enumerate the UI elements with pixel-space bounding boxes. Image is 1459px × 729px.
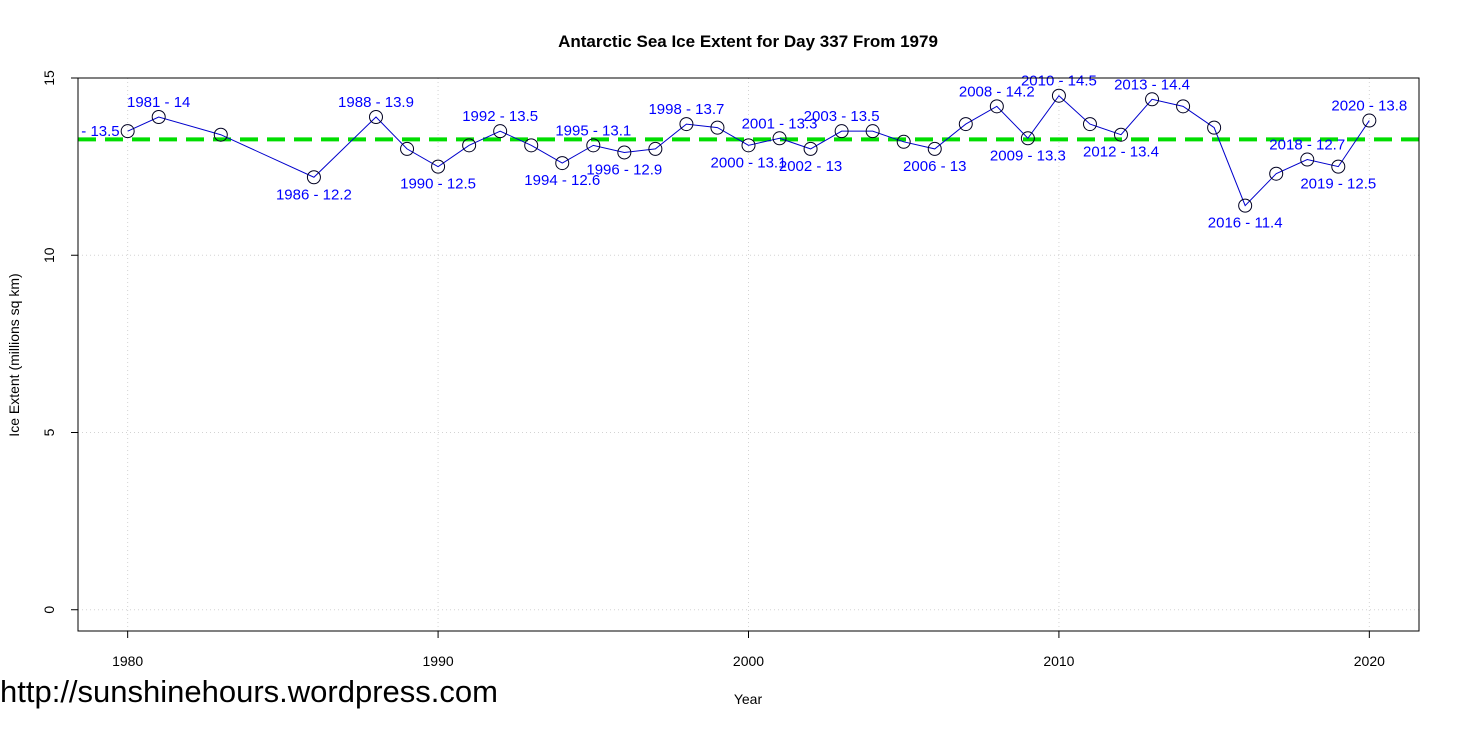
data-point bbox=[493, 124, 508, 139]
point-label: 2006 - 13 bbox=[903, 158, 966, 175]
y-tick-label: 10 bbox=[41, 247, 57, 263]
point-label: 1981 - 14 bbox=[127, 94, 190, 111]
data-point bbox=[958, 117, 973, 132]
point-label: 2000 - 13.1 bbox=[711, 154, 787, 171]
data-point bbox=[151, 109, 166, 124]
data-point bbox=[431, 159, 446, 174]
x-tick-label: 2010 bbox=[1043, 653, 1074, 669]
y-tick-label: 5 bbox=[41, 428, 57, 436]
data-point bbox=[927, 141, 942, 156]
point-label: 2020 - 13.8 bbox=[1331, 98, 1407, 115]
point-label: 1996 - 12.9 bbox=[586, 161, 662, 178]
data-point bbox=[369, 109, 383, 124]
point-label: 2003 - 13.5 bbox=[804, 108, 880, 125]
axes: 1980 1990 2000 2010 2020 0 5 10 15 bbox=[41, 70, 1385, 669]
data-point bbox=[1051, 88, 1066, 103]
point-label: 2016 - 11.4 bbox=[1208, 215, 1283, 232]
data-point bbox=[1331, 159, 1346, 174]
data-point bbox=[1238, 198, 1253, 213]
point-label: 1998 - 13.7 bbox=[648, 101, 724, 118]
y-tick-label: 0 bbox=[41, 606, 57, 614]
data-point bbox=[306, 170, 321, 185]
data-point bbox=[524, 138, 539, 153]
point-label: 1988 - 13.9 bbox=[338, 94, 414, 111]
data-point bbox=[648, 141, 663, 156]
data-point bbox=[834, 124, 849, 139]
x-tick-label: 2000 bbox=[733, 653, 764, 669]
series-line bbox=[127, 94, 1370, 207]
data-point bbox=[772, 131, 787, 146]
data-point bbox=[1362, 113, 1377, 128]
data-point bbox=[803, 141, 818, 156]
data-point bbox=[213, 127, 228, 142]
data-point bbox=[1145, 92, 1160, 107]
data-point bbox=[1207, 120, 1222, 135]
watermark-url: http://sunshinehours.wordpress.com bbox=[0, 674, 498, 709]
data-point bbox=[1300, 152, 1315, 167]
x-axis-label: Year bbox=[734, 691, 763, 707]
series-line-layer bbox=[127, 94, 1370, 207]
point-label: - 13.5 bbox=[81, 123, 119, 140]
data-point bbox=[1269, 166, 1284, 181]
point-label: 2012 - 13.4 bbox=[1083, 144, 1159, 161]
point-label: 2001 - 13.3 bbox=[742, 115, 818, 132]
point-label: 2013 - 14.4 bbox=[1114, 76, 1190, 93]
data-point bbox=[400, 141, 415, 156]
chart-title: Antarctic Sea Ice Extent for Day 337 Fro… bbox=[558, 32, 938, 51]
point-label: 2002 - 13 bbox=[779, 158, 842, 175]
point-labels: - 13.5 1981 - 14 1986 - 12.2 1988 - 13.9 199… bbox=[81, 73, 1407, 232]
data-point bbox=[710, 120, 725, 135]
data-point bbox=[1176, 99, 1191, 114]
point-label: 1992 - 13.5 bbox=[462, 108, 538, 125]
data-points bbox=[120, 88, 1377, 213]
data-point bbox=[896, 134, 911, 149]
point-label: 2009 - 13.3 bbox=[990, 147, 1066, 164]
x-tick-label: 1980 bbox=[112, 653, 143, 669]
point-label: 1995 - 13.1 bbox=[555, 122, 631, 139]
grid bbox=[78, 77, 1419, 631]
point-label: 2019 - 12.5 bbox=[1300, 176, 1376, 193]
point-label: 1994 - 12.6 bbox=[524, 172, 600, 189]
point-label: 1986 - 12.2 bbox=[276, 186, 352, 203]
x-tick-label: 1990 bbox=[423, 653, 454, 669]
data-point bbox=[617, 145, 632, 160]
data-point bbox=[462, 138, 477, 153]
point-label: 2010 - 14.5 bbox=[1021, 73, 1097, 90]
point-label: 1990 - 12.5 bbox=[400, 176, 476, 193]
data-point bbox=[586, 138, 601, 153]
data-point bbox=[1114, 127, 1128, 142]
x-tick-label: 2020 bbox=[1354, 653, 1385, 669]
data-point bbox=[1020, 131, 1035, 146]
point-label: 2018 - 12.7 bbox=[1269, 137, 1345, 154]
data-point bbox=[1082, 117, 1097, 132]
data-point bbox=[555, 156, 570, 171]
data-point bbox=[989, 99, 1004, 114]
y-tick-label: 15 bbox=[41, 70, 57, 86]
point-label: 2008 - 14.2 bbox=[959, 83, 1035, 100]
data-point bbox=[120, 124, 135, 139]
data-point bbox=[741, 138, 756, 153]
data-point bbox=[865, 124, 880, 139]
y-axis-label: Ice Extent (millions sq km) bbox=[6, 273, 22, 436]
data-point bbox=[679, 117, 694, 132]
